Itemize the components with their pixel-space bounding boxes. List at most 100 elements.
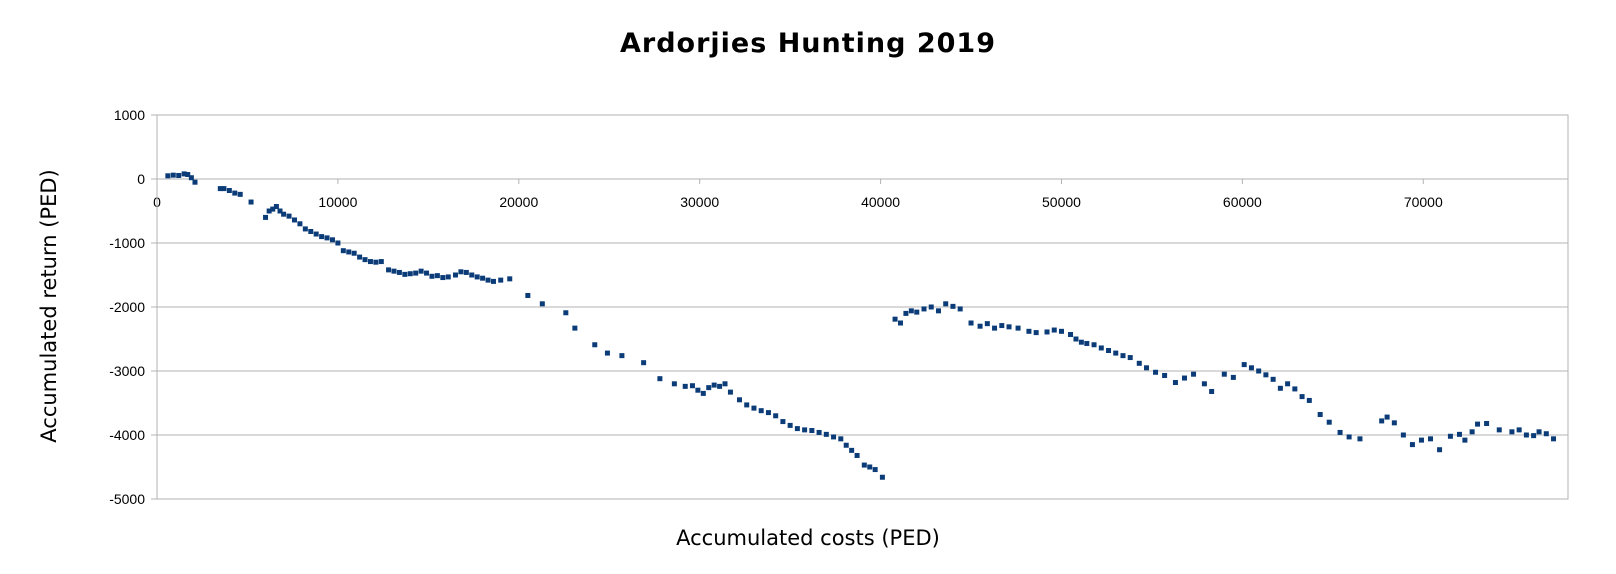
data-point bbox=[572, 325, 578, 331]
data-point bbox=[908, 308, 914, 314]
data-point bbox=[1006, 324, 1012, 330]
data-point bbox=[351, 250, 357, 256]
data-point bbox=[1437, 447, 1443, 453]
data-point bbox=[1263, 372, 1269, 378]
data-point bbox=[843, 442, 849, 448]
data-point bbox=[362, 257, 368, 263]
data-point bbox=[181, 171, 187, 177]
data-point bbox=[903, 310, 909, 316]
data-point bbox=[1523, 432, 1529, 438]
data-point bbox=[165, 173, 171, 179]
y-tick-label: -5000 bbox=[109, 491, 145, 507]
data-point bbox=[498, 277, 504, 283]
data-point bbox=[1209, 388, 1215, 394]
data-point bbox=[248, 199, 254, 205]
data-point bbox=[1044, 329, 1050, 335]
data-point bbox=[170, 172, 176, 178]
x-axis-label: Accumulated costs (PED) bbox=[676, 526, 940, 550]
data-point bbox=[758, 408, 764, 414]
data-point bbox=[226, 188, 232, 194]
data-point bbox=[1136, 360, 1142, 366]
data-point bbox=[780, 419, 786, 425]
data-point bbox=[424, 270, 430, 276]
data-point bbox=[1241, 362, 1247, 368]
chart-title: Ardorjies Hunting 2019 bbox=[620, 28, 996, 59]
data-point bbox=[266, 208, 272, 214]
data-point bbox=[1026, 328, 1032, 334]
data-point bbox=[1084, 340, 1090, 346]
data-point bbox=[1051, 327, 1057, 333]
data-point bbox=[1551, 436, 1557, 442]
y-tick-label: -2000 bbox=[109, 299, 145, 315]
data-point bbox=[308, 228, 314, 234]
data-point bbox=[402, 271, 408, 277]
data-point bbox=[302, 226, 308, 232]
data-point bbox=[950, 303, 956, 309]
data-point bbox=[367, 259, 373, 265]
data-point bbox=[297, 221, 303, 227]
data-point bbox=[1221, 371, 1227, 377]
data-point bbox=[507, 276, 513, 282]
data-point bbox=[1409, 442, 1415, 448]
data-point bbox=[1106, 348, 1112, 354]
data-point bbox=[319, 234, 325, 240]
data-point bbox=[711, 382, 717, 388]
x-tick-label: 20000 bbox=[499, 194, 538, 210]
data-point bbox=[1256, 368, 1262, 374]
y-tick-label: -1000 bbox=[109, 235, 145, 251]
data-point bbox=[286, 213, 292, 219]
data-point bbox=[744, 402, 750, 408]
y-tick-labels: 1000 0 -1000 -2000 -3000 -4000 -5000 bbox=[109, 107, 145, 507]
data-point bbox=[867, 464, 873, 470]
data-point bbox=[357, 254, 363, 260]
data-point bbox=[641, 360, 647, 366]
data-point bbox=[1428, 436, 1434, 442]
data-point bbox=[490, 278, 496, 284]
data-point bbox=[413, 270, 419, 276]
data-point bbox=[1391, 420, 1397, 426]
data-point bbox=[1475, 421, 1481, 427]
data-point bbox=[373, 259, 379, 265]
data-point bbox=[619, 353, 625, 359]
x-tick-label: 10000 bbox=[318, 194, 357, 210]
data-point bbox=[879, 474, 885, 480]
data-point bbox=[1469, 429, 1475, 435]
data-point bbox=[854, 452, 860, 458]
data-point bbox=[192, 179, 198, 185]
data-point bbox=[463, 269, 469, 275]
data-point bbox=[809, 428, 815, 434]
data-point bbox=[474, 274, 480, 280]
data-point bbox=[1509, 429, 1515, 435]
data-point bbox=[176, 172, 182, 178]
data-point bbox=[700, 390, 706, 396]
data-point bbox=[727, 389, 733, 395]
data-point bbox=[391, 268, 397, 274]
data-point bbox=[263, 214, 269, 220]
data-point bbox=[237, 191, 243, 197]
data-point bbox=[313, 231, 319, 237]
data-point bbox=[1306, 397, 1312, 403]
data-point bbox=[1113, 350, 1119, 356]
data-point bbox=[452, 272, 458, 278]
data-point bbox=[1496, 427, 1502, 433]
data-point bbox=[849, 447, 855, 453]
data-point bbox=[722, 381, 728, 387]
data-point bbox=[831, 434, 837, 440]
data-point bbox=[1270, 376, 1276, 382]
y-tick-label: 1000 bbox=[114, 107, 145, 123]
data-point bbox=[346, 249, 352, 255]
data-point bbox=[1073, 336, 1079, 342]
data-point bbox=[539, 301, 545, 307]
data-point bbox=[335, 240, 341, 246]
data-point bbox=[773, 413, 779, 419]
data-point bbox=[1456, 431, 1462, 437]
data-point bbox=[1543, 431, 1549, 437]
data-point bbox=[1447, 433, 1453, 439]
data-point bbox=[445, 274, 451, 280]
y-axis-label: Accumulated return (PED) bbox=[37, 169, 61, 443]
data-point bbox=[1277, 385, 1283, 391]
data-point bbox=[1162, 372, 1168, 378]
data-point bbox=[657, 376, 663, 382]
x-tick-label: 60000 bbox=[1223, 194, 1262, 210]
